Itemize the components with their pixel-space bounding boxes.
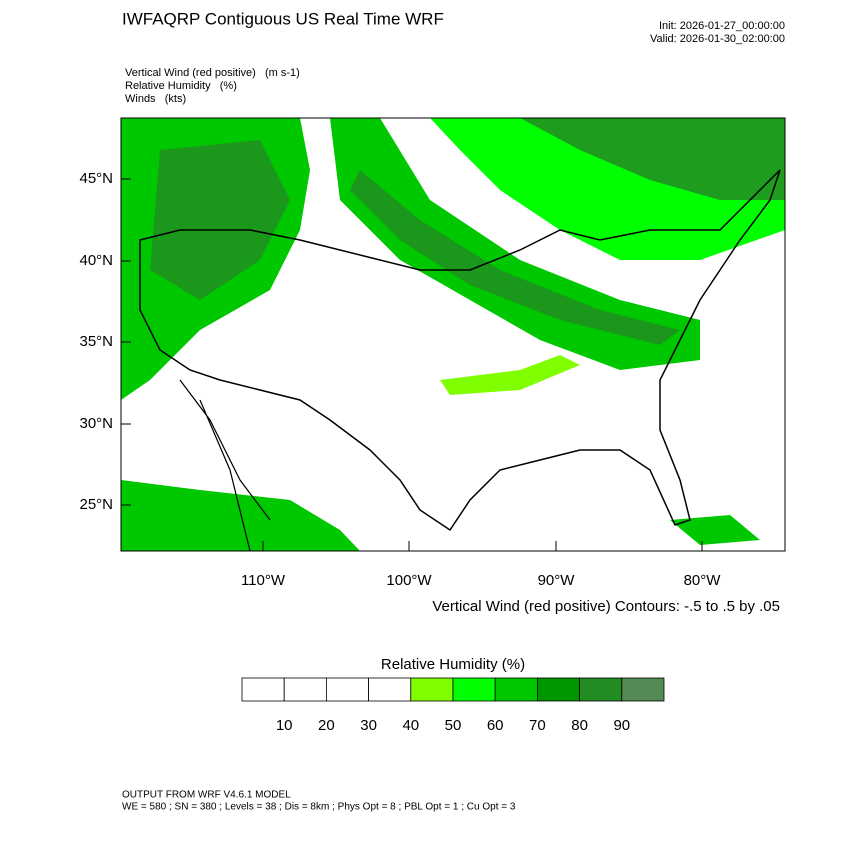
lon-label: 110°W [241, 572, 286, 589]
map-frame [120, 117, 786, 552]
colorbar-label: 20 [318, 717, 335, 734]
colorbar-box [368, 677, 412, 702]
colorbar-box [579, 677, 623, 702]
colorbar-label: 30 [360, 717, 377, 734]
humidity-area [440, 355, 580, 395]
lat-label: 45°N [79, 170, 113, 187]
lat-label: 40°N [79, 252, 113, 269]
humidity-area [121, 480, 360, 551]
valid-time: Valid: 2026-01-30_02:00:00 [650, 33, 785, 45]
colorbar-box [241, 677, 285, 702]
map: 45°N 40°N 35°N 30°N 25°N 110°W 100°W 90°W 80°W [79, 117, 786, 589]
colorbar-label: 90 [613, 717, 630, 734]
lon-axis: 110°W 100°W 90°W 80°W [241, 541, 721, 589]
colorbar-box [452, 677, 496, 702]
humidity-area [350, 170, 680, 345]
colorbar-box [494, 677, 538, 702]
colorbar-box [325, 677, 369, 702]
lon-label: 80°W [684, 572, 722, 589]
colorbar-box [621, 677, 665, 702]
lat-axis: 45°N 40°N 35°N 30°N 25°N [79, 170, 131, 513]
lat-label: 30°N [79, 415, 113, 432]
lon-label: 90°W [538, 572, 576, 589]
coastline [139, 169, 781, 532]
colorbar: 10 20 30 40 50 60 70 80 90 [241, 677, 665, 734]
title: IWFAQRP Contiguous US Real Time WRF [122, 9, 444, 28]
colorbar-label: 50 [445, 717, 462, 734]
lat-label: 35°N [79, 333, 113, 350]
colorbar-label: 10 [276, 717, 293, 734]
field-label: Winds (kts) [125, 93, 186, 105]
colorbar-label: 60 [487, 717, 504, 734]
colorbar-box [283, 677, 327, 702]
colorbar-box [410, 677, 454, 702]
footer-line: OUTPUT FROM WRF V4.6.1 MODEL [122, 790, 291, 801]
colorbar-title: Relative Humidity (%) [381, 656, 525, 673]
lat-label: 25°N [79, 496, 113, 513]
field-label: Vertical Wind (red positive) (m s-1) [125, 67, 300, 79]
colorbar-label: 70 [529, 717, 546, 734]
colorbar-label: 40 [402, 717, 419, 734]
colorbar-label: 80 [571, 717, 588, 734]
init-time: Init: 2026-01-27_00:00:00 [659, 20, 785, 32]
footer-line: WE = 580 ; SN = 380 ; Levels = 38 ; Dis … [122, 802, 516, 813]
coastline [179, 379, 271, 551]
lon-label: 100°W [386, 572, 432, 589]
humidity-area [520, 118, 785, 200]
humidity-area [150, 140, 290, 300]
colorbar-box [537, 677, 581, 702]
contour-note: Vertical Wind (red positive) Contours: -… [432, 598, 780, 615]
field-label: Relative Humidity (%) [125, 80, 237, 92]
humidity-area [670, 515, 760, 545]
humidity-area [330, 118, 700, 370]
